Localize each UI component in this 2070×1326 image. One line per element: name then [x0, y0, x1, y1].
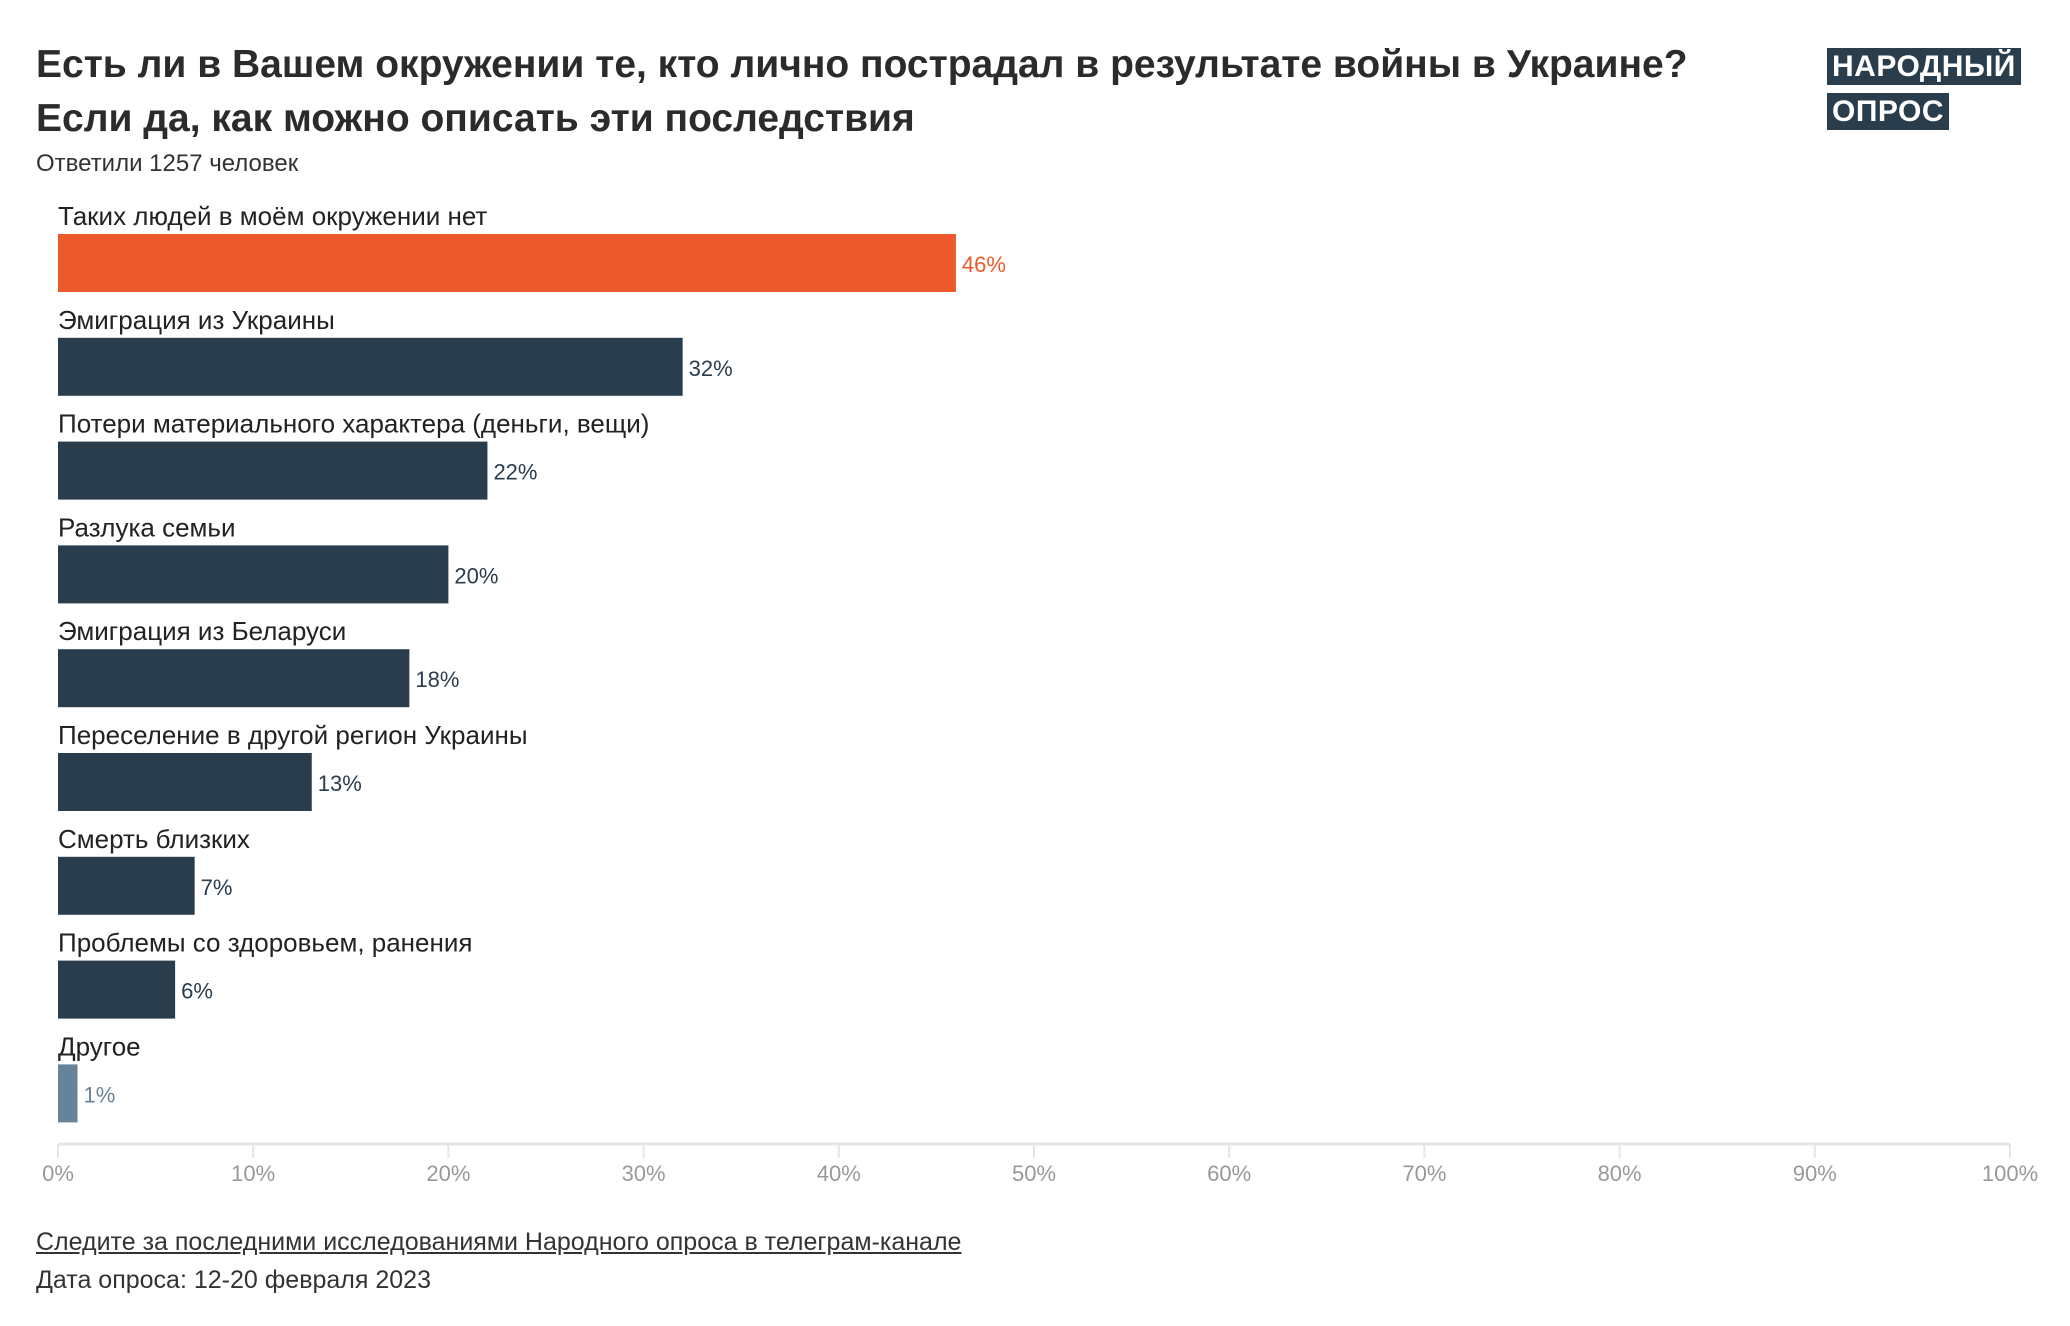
x-tick-label: 20% — [426, 1161, 470, 1186]
x-tick-label: 100% — [1982, 1161, 2038, 1186]
x-tick-label: 0% — [42, 1161, 74, 1186]
value-label: 46% — [962, 252, 1006, 277]
bar — [58, 545, 449, 604]
category-label: Другое — [58, 1031, 141, 1061]
bar — [58, 1064, 78, 1123]
bar — [58, 753, 312, 811]
bar — [58, 234, 956, 292]
telegram-channel-link[interactable]: Следите за последними исследованиями Нар… — [36, 1228, 962, 1256]
x-tick-label: 80% — [1598, 1161, 1642, 1186]
value-label: 32% — [689, 356, 733, 381]
value-label: 1% — [84, 1082, 116, 1107]
x-tick-label: 50% — [1012, 1161, 1056, 1186]
x-tick-label: 40% — [817, 1161, 861, 1186]
category-label: Таких людей в моём окружении нет — [58, 201, 487, 231]
value-label: 13% — [318, 771, 362, 796]
category-label: Смерть близких — [58, 824, 250, 854]
category-label: Переселение в другой регион Украины — [58, 720, 528, 750]
category-label: Эмиграция из Украины — [58, 305, 335, 335]
bar — [58, 441, 488, 500]
chart-title: Есть ли в Вашем окружении те, кто лично … — [36, 38, 1776, 146]
x-tick-label: 60% — [1207, 1161, 1251, 1186]
value-label: 18% — [415, 667, 459, 692]
value-label: 6% — [181, 979, 213, 1004]
logo: НАРОДНЫЙ ОПРОС — [1827, 48, 2021, 138]
x-tick-label: 30% — [622, 1161, 666, 1186]
value-label: 7% — [201, 875, 233, 900]
logo-line-2: ОПРОС — [1827, 93, 1950, 130]
category-label: Разлука семьи — [58, 512, 235, 542]
category-label: Проблемы со здоровьем, ранения — [58, 928, 472, 958]
bar — [58, 856, 195, 915]
logo-line-1: НАРОДНЫЙ — [1827, 48, 2021, 85]
bar — [58, 960, 176, 1019]
survey-date: Дата опроса: 12-20 февраля 2023 — [36, 1266, 431, 1294]
x-tick-label: 10% — [231, 1161, 275, 1186]
value-label: 20% — [454, 563, 498, 588]
x-tick-label: 90% — [1793, 1161, 1837, 1186]
x-tick-label: 70% — [1402, 1161, 1446, 1186]
category-label: Эмиграция из Беларуси — [58, 616, 346, 646]
category-label: Потери материального характера (деньги, … — [58, 409, 649, 439]
bar — [58, 337, 683, 396]
bar — [58, 649, 410, 708]
title-line-1: Есть ли в Вашем окружении те, кто лично … — [36, 43, 1688, 86]
value-label: 22% — [493, 460, 537, 485]
title-line-2: Если да, как можно описать эти последств… — [36, 97, 915, 140]
respondents-count: Ответили 1257 человек — [36, 150, 299, 177]
